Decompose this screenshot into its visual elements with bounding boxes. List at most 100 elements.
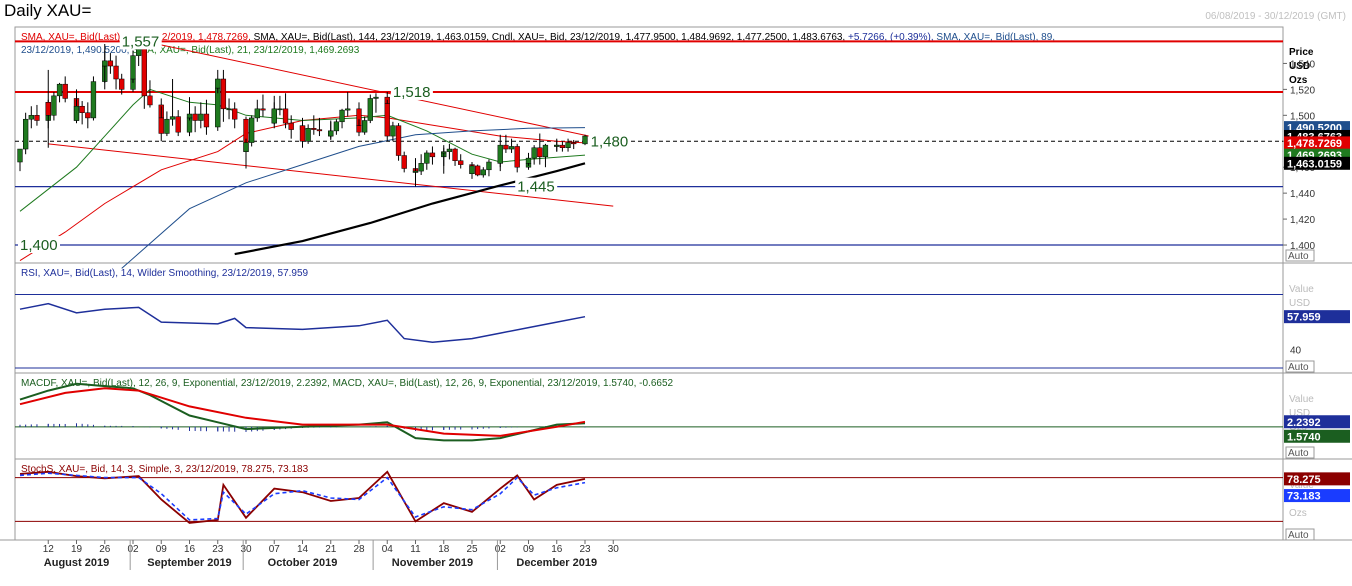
candle: [525, 157, 532, 164]
rsi-axis-title: USD: [1289, 298, 1310, 309]
level-label-bg: [18, 236, 60, 254]
candle: [130, 55, 136, 80]
candle: [192, 113, 198, 121]
macd-axis-title: USD: [1289, 408, 1310, 419]
rsi-line: [19, 302, 586, 344]
candle: [175, 116, 181, 133]
candle: [333, 121, 340, 132]
candle: [34, 115, 40, 121]
candle: [288, 122, 294, 130]
candle: [169, 116, 176, 120]
candle: [17, 148, 23, 163]
price-y-tick-label: 1,420: [1290, 215, 1315, 226]
price-value-flag-bg: [1284, 156, 1350, 170]
candle: [220, 78, 227, 110]
candle: [446, 148, 453, 152]
x-day-label: 16: [184, 544, 196, 555]
autoscale-label: Auto: [1288, 251, 1309, 262]
price-legend-line-2: 23/12/2019, 1,490.5200, SMA, XAU=, Bid(L…: [21, 45, 360, 56]
level-label-bg: [515, 177, 558, 195]
candle: [497, 144, 503, 164]
level-label-bg: [119, 32, 162, 50]
candle: [56, 83, 63, 97]
candle: [305, 128, 311, 142]
candle: [429, 152, 436, 158]
candle: [249, 117, 255, 143]
price-value-flag: 1,463.0159: [1287, 158, 1342, 170]
candle: [164, 118, 170, 134]
rsi-legend: RSI, XAU=, Bid(Last), 14, Wilder Smoothi…: [21, 268, 309, 279]
x-month-label: November 2019: [392, 557, 473, 569]
rsi-value-flag-bg: [1284, 310, 1350, 324]
x-month-label: September 2019: [147, 557, 231, 569]
candle: [418, 163, 424, 172]
candle: [45, 102, 51, 116]
macd-value-flag-bg: [1284, 415, 1350, 429]
macd-legend: MACDF, XAU=, Bid(Last), 12, 26, 9, Expon…: [21, 378, 673, 389]
stoch-k-line: [19, 470, 586, 524]
price-value-flag-bg: [1284, 136, 1350, 150]
candle: [79, 105, 85, 113]
macd-value-flag: 1.5740: [1287, 431, 1321, 443]
rsi-y-tick-label: 40: [1290, 346, 1302, 357]
candle: [51, 95, 57, 116]
candle: [395, 125, 402, 156]
signal-line: [19, 387, 586, 437]
candle: [424, 152, 430, 164]
rsi-value-flag: 57.959: [1287, 312, 1321, 324]
price-y-tick-label: 1,500: [1290, 111, 1315, 122]
x-day-label: 02: [495, 544, 507, 555]
macd-value-flag: 2.2392: [1287, 417, 1321, 429]
candle: [62, 83, 68, 99]
x-day-label: 26: [99, 544, 111, 555]
stoch-axis-title: Value: [1289, 480, 1314, 491]
candle: [254, 108, 260, 119]
candle: [542, 144, 549, 158]
candle: [367, 98, 373, 121]
x-day-label: 25: [466, 544, 478, 555]
autoscale-box: [1285, 249, 1315, 262]
price-y-tick-label: 1,400: [1290, 241, 1315, 252]
candle: [384, 103, 390, 137]
date-range-label: 06/08/2019 - 30/12/2019 (GMT): [1205, 11, 1346, 22]
candle: [85, 112, 91, 119]
x-day-label: 23: [579, 544, 591, 555]
candle: [554, 144, 560, 147]
candle: [356, 125, 362, 133]
level-label: 1,518: [393, 84, 431, 101]
x-day-label: 04: [382, 544, 394, 555]
candle: [486, 161, 492, 171]
level-label-bg: [390, 82, 433, 100]
x-day-label: 30: [608, 544, 620, 555]
candle: [311, 128, 317, 130]
stoch-value-flag: 78.275: [1287, 474, 1321, 486]
macd-axis-title: Value: [1289, 394, 1314, 405]
x-day-label: 14: [297, 544, 309, 555]
x-day-label: 07: [269, 544, 281, 555]
candle: [147, 95, 153, 106]
candle: [390, 125, 396, 137]
trend-line: [138, 39, 614, 142]
candle: [232, 108, 238, 120]
stoch-value-flag-bg: [1284, 472, 1350, 486]
autoscale-label: Auto: [1288, 530, 1309, 541]
candle: [328, 130, 334, 137]
candle: [345, 108, 351, 111]
candle: [299, 125, 306, 142]
stoch-legend: StochS, XAU=, Bid, 14, 3, Simple, 3, 23/…: [21, 464, 309, 475]
x-day-label: 12: [43, 544, 55, 555]
macd-value-flag-bg: [1284, 429, 1350, 443]
candle: [458, 160, 464, 165]
x-month-label: October 2019: [268, 557, 338, 569]
candle: [475, 165, 481, 176]
candle: [260, 108, 266, 111]
level-label-bg: [588, 132, 631, 150]
candle: [339, 109, 345, 123]
candle: [113, 65, 119, 80]
x-day-label: 30: [240, 544, 252, 555]
x-month-label: August 2019: [44, 557, 109, 569]
candle: [441, 151, 447, 154]
stoch-value-flag-bg: [1284, 489, 1350, 503]
candle: [141, 48, 147, 97]
